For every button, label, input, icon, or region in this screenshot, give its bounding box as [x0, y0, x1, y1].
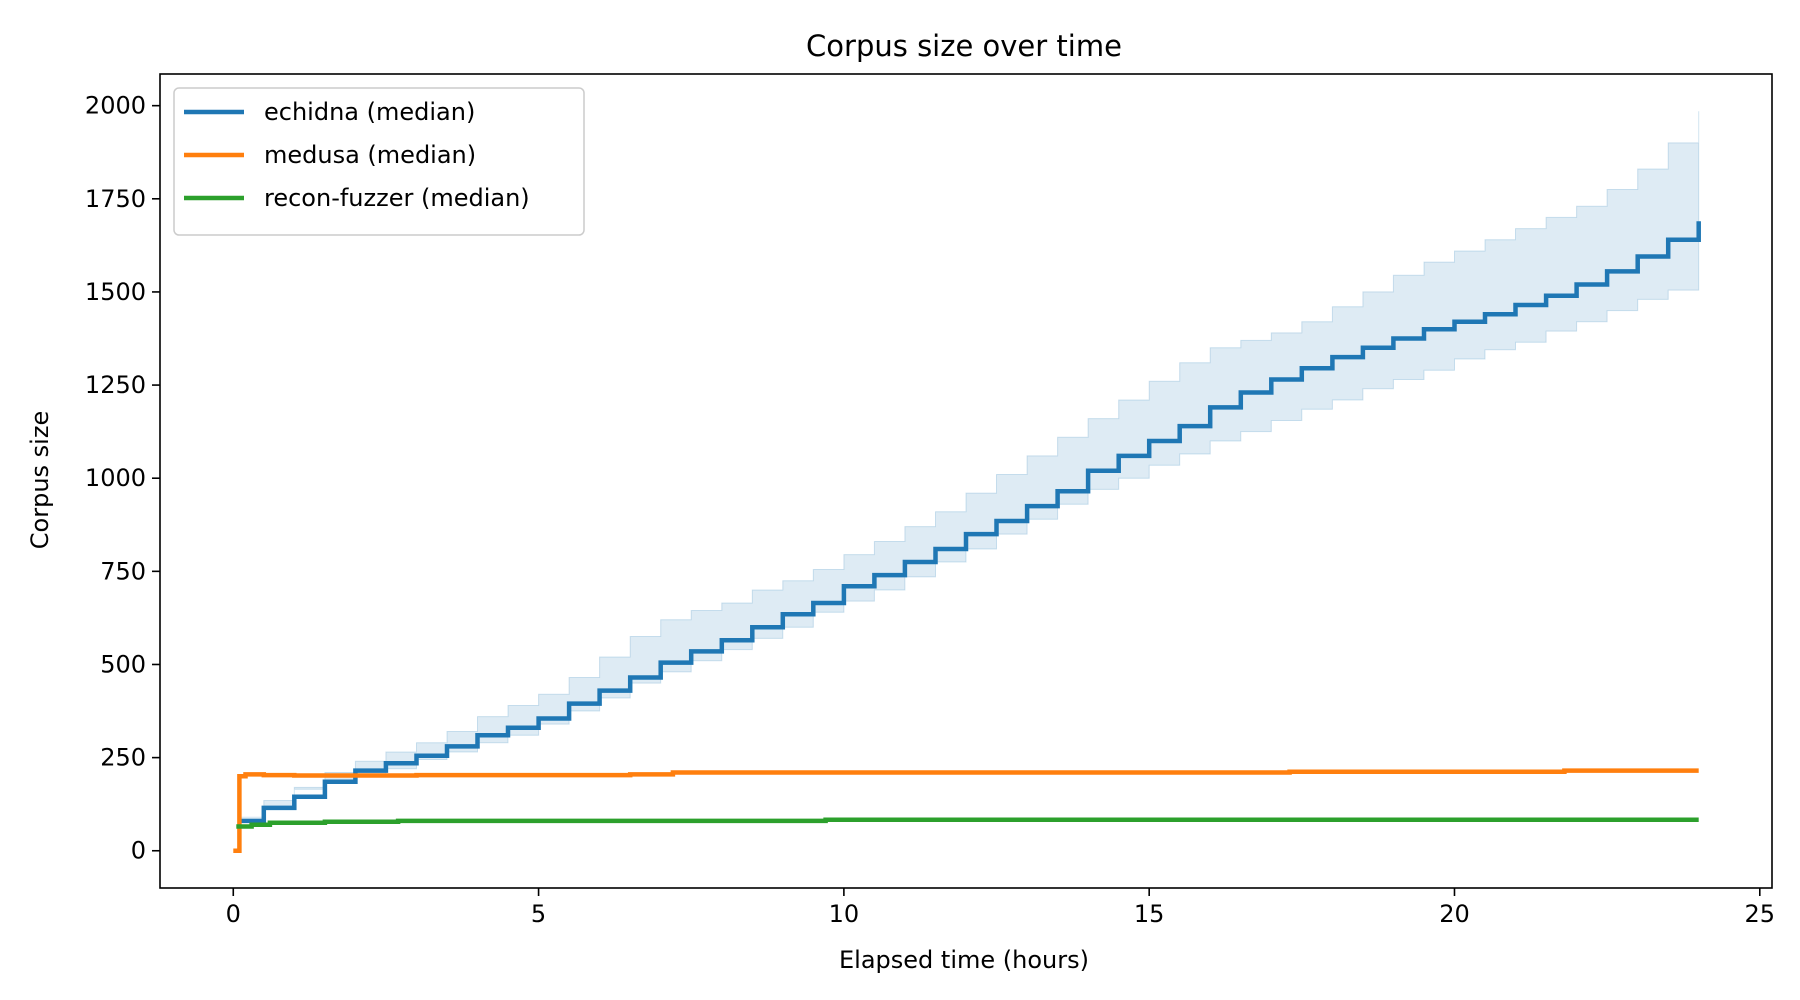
- y-axis-title: Corpus size: [26, 411, 54, 549]
- y-tick-label: 1000: [85, 464, 146, 492]
- series-line-echidna: [239, 221, 1701, 824]
- y-tick-label: 1500: [85, 278, 146, 306]
- y-tick-label: 750: [100, 557, 146, 585]
- x-tick-label: 5: [531, 900, 546, 928]
- plot-area: [233, 111, 1701, 853]
- legend-label-echidna: echidna (median): [264, 98, 475, 126]
- x-tick-label: 15: [1134, 900, 1165, 928]
- series-line-medusa: [233, 768, 1699, 853]
- y-tick-label: 0: [131, 837, 146, 865]
- legend-label-medusa: medusa (median): [264, 141, 476, 169]
- x-tick-label: 20: [1439, 900, 1470, 928]
- series-line-recon-fuzzer: [236, 817, 1699, 829]
- plot-layer: [233, 111, 1701, 853]
- y-tick-label: 1750: [85, 185, 146, 213]
- x-axis-title: Elapsed time (hours): [839, 946, 1089, 974]
- y-tick-label: 500: [100, 650, 146, 678]
- series-band-echidna: [238, 111, 1700, 825]
- x-tick-label: 0: [226, 900, 241, 928]
- x-tick-label: 10: [829, 900, 860, 928]
- legend-label-recon-fuzzer: recon-fuzzer (median): [264, 184, 530, 212]
- chart-title: Corpus size over time: [806, 29, 1122, 63]
- y-tick-label: 1250: [85, 371, 146, 399]
- plot-frame: [159, 73, 1773, 889]
- x-tick-label: 25: [1745, 900, 1776, 928]
- y-tick-label: 250: [100, 744, 146, 772]
- y-tick-label: 2000: [85, 92, 146, 120]
- legend: echidna (median) medusa (median) recon-fuz…: [173, 87, 585, 236]
- legend-frame: [173, 87, 585, 236]
